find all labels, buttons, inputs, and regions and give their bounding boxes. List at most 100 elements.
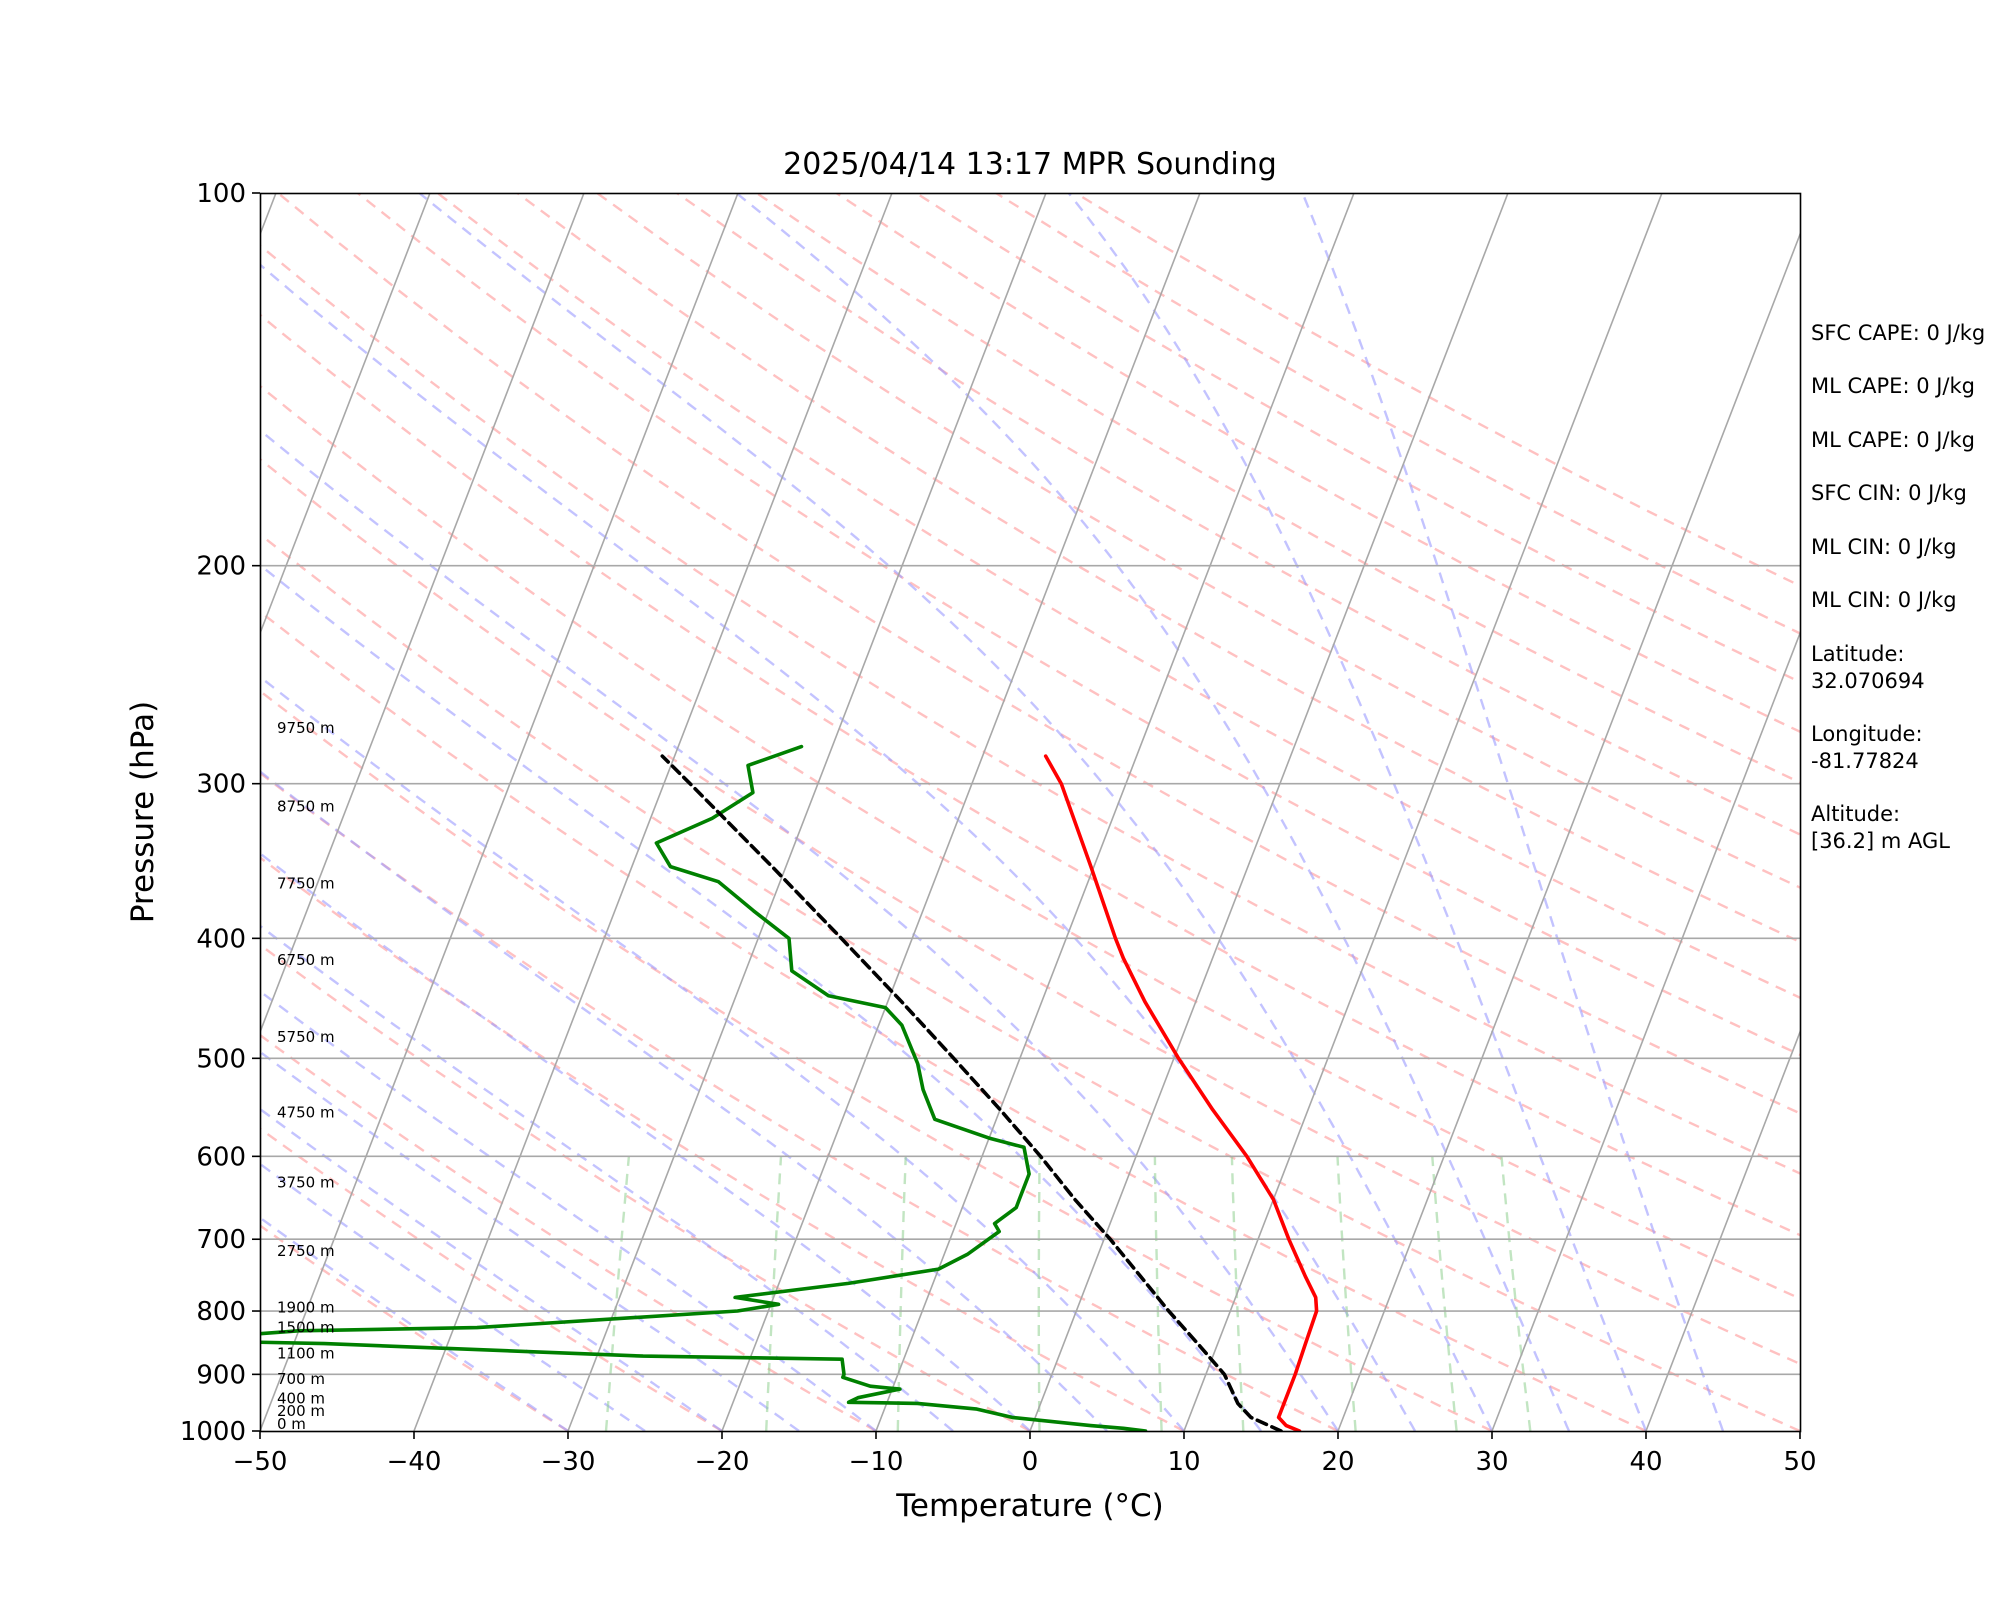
y-tick-label: 600 [196, 1142, 246, 1172]
stat-sfc-cape: SFC CAPE: 0 J/kg [1811, 321, 1985, 345]
dewpoint-profile [260, 744, 1148, 1432]
x-axis-label: Temperature (°C) [895, 1488, 1164, 1524]
dry-adiabat [260, 610, 1647, 1432]
isotherm [875, 193, 1355, 1432]
moist-adiabat [735, 193, 1571, 1432]
dry-adiabat [260, 689, 1493, 1432]
moist-adiabat [418, 193, 1494, 1432]
dry-adiabat [676, 193, 1800, 836]
isotherm [1029, 193, 1509, 1432]
stats-panel: SFC CAPE: 0 J/kg ML CAPE: 0 J/kg ML CAPE… [1811, 321, 1985, 853]
x-tick-label: 10 [1167, 1447, 1200, 1477]
latitude-label: Latitude: [1811, 642, 1905, 666]
height-label: 700 m [277, 1370, 325, 1388]
mixing-ratio-line [1153, 1156, 1163, 1432]
background-reference-lines [0, 193, 1800, 1432]
moist-adiabat [260, 851, 1031, 1432]
isotherm [260, 193, 585, 1035]
y-tick-label: 800 [196, 1297, 246, 1327]
x-tick-label: −40 [387, 1447, 442, 1477]
moist-adiabat [1301, 193, 1725, 1432]
height-label: 3750 m [277, 1173, 335, 1191]
moist-adiabat [260, 1050, 800, 1432]
longitude-value: -81.77824 [1811, 749, 1919, 773]
height-label: 9750 m [277, 719, 335, 737]
height-label: 1100 m [277, 1344, 335, 1362]
x-tick-label: 50 [1783, 1447, 1816, 1477]
y-tick-label: 700 [196, 1225, 246, 1255]
y-tick-label: 300 [196, 770, 246, 800]
height-label: 1500 m [277, 1319, 335, 1337]
x-tick-label: −10 [849, 1447, 904, 1477]
dry-adiabat [260, 1033, 877, 1432]
x-tick-label: −50 [233, 1447, 288, 1477]
dry-adiabat [755, 193, 1800, 784]
temperature-profile [1043, 754, 1319, 1432]
grid [260, 564, 1800, 1376]
y-tick-label: 200 [196, 552, 246, 582]
stat-ml-cape-2: ML CAPE: 0 J/kg [1811, 428, 1975, 452]
moist-adiabat [260, 675, 1185, 1432]
plot-frame [259, 192, 1802, 1433]
longitude-label: Longitude: [1811, 722, 1923, 746]
mixing-ratio-line [1336, 1156, 1357, 1432]
dry-adiabat [260, 532, 1800, 1432]
parcel-path [660, 754, 1283, 1432]
x-tick-label: 20 [1321, 1447, 1354, 1477]
height-label: 2750 m [277, 1242, 335, 1260]
stat-sfc-cin: SFC CIN: 0 J/kg [1811, 481, 1967, 505]
y-tick-label: 100 [196, 179, 246, 209]
dry-adiabat [260, 1223, 569, 1432]
y-tick-label: 1000 [180, 1417, 246, 1447]
mixing-ratio-line [1037, 1156, 1041, 1432]
height-label: 4750 m [277, 1103, 335, 1121]
moist-adiabat [260, 989, 877, 1432]
y-axis-label: Pressure (hPa) [125, 701, 161, 923]
moist-adiabat [260, 769, 1108, 1432]
dry-adiabat [260, 771, 1339, 1432]
altitude-label: Altitude: [1811, 802, 1900, 826]
moist-adiabat [260, 1107, 723, 1432]
height-label: 8750 m [277, 797, 335, 815]
height-label: 200 m [277, 1402, 325, 1420]
x-tick-label: 0 [1022, 1447, 1039, 1477]
moist-adiabat [260, 428, 1340, 1432]
isotherm [413, 193, 893, 1432]
dry-adiabat [260, 243, 1800, 1175]
moist-adiabat [260, 924, 954, 1432]
height-label: 0 m [277, 1415, 306, 1433]
dry-adiabat [260, 1127, 723, 1432]
isotherm [260, 193, 739, 1432]
moist-adiabat [260, 1216, 569, 1432]
dry-adiabat [516, 193, 1800, 944]
height-label: 6750 m [277, 951, 335, 969]
isotherm [567, 193, 1047, 1432]
dry-adiabat [260, 943, 1031, 1432]
latitude-value: 32.070694 [1811, 669, 1925, 693]
x-tick-label: −20 [695, 1447, 750, 1477]
mixing-ratio-line [1500, 1156, 1532, 1432]
isotherm [1645, 1029, 1800, 1432]
dry-adiabat [260, 856, 1185, 1432]
stat-ml-cin-2: ML CIN: 0 J/kg [1811, 588, 1957, 612]
chart-title: 2025/04/14 13:17 MPR Sounding [783, 147, 1277, 182]
height-label: 7750 m [277, 875, 335, 893]
stat-ml-cin: ML CIN: 0 J/kg [1811, 535, 1957, 559]
y-tick-label: 400 [196, 924, 246, 954]
x-tick-label: −30 [541, 1447, 596, 1477]
height-label: 5750 m [277, 1028, 335, 1046]
dry-adiabat [260, 384, 1800, 1300]
moist-adiabat [260, 263, 1417, 1432]
dry-adiabat [596, 193, 1800, 889]
altitude-value: [36.2] m AGL [1811, 829, 1950, 853]
isotherm [721, 193, 1201, 1432]
height-label: 1900 m [277, 1298, 335, 1316]
isotherm [1183, 193, 1663, 1432]
mixing-ratio-line [604, 1156, 631, 1432]
x-tick-label: 30 [1475, 1447, 1508, 1477]
isotherm [1491, 631, 1800, 1432]
isotherm [0, 193, 122, 1431]
